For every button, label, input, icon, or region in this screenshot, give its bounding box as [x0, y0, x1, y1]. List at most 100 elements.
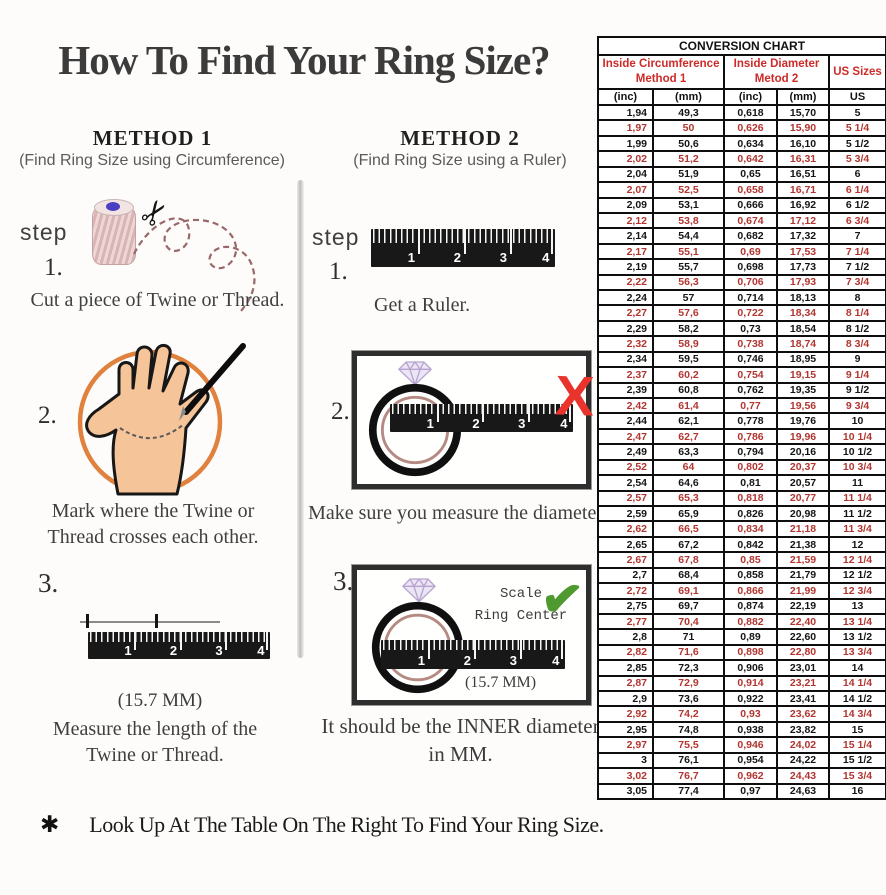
table-cell: 0,834: [723, 520, 778, 538]
table-cell: 16,31: [776, 150, 830, 168]
table-cell: 0,73: [723, 319, 778, 338]
table-cell: 13 3/4: [827, 643, 886, 662]
table-cell: 19,15: [776, 366, 830, 384]
table-row: 2,7 68,4 0,858 21,79 12 1/2: [597, 566, 886, 585]
table-cell: 2,44: [597, 412, 654, 430]
table-row: 3,02 76,7 0,962 24,43 15 3/4: [597, 767, 886, 785]
table-cell: 11: [827, 474, 886, 492]
table-cell: 0,738: [723, 335, 778, 353]
table-cell: 62,7: [652, 427, 725, 446]
table-cell: 18,74: [776, 335, 830, 353]
table-cell: 0,642: [723, 150, 778, 168]
table-cell: 15 1/2: [827, 751, 886, 770]
ruler-number: 1: [417, 652, 426, 668]
table-cell: 16,92: [776, 196, 830, 214]
table-cell: 14: [827, 659, 886, 677]
method-2-step-3-number: 3.: [333, 566, 354, 596]
table-cell: 58,2: [652, 319, 725, 338]
table-cell: 59,5: [652, 350, 725, 369]
table-cell: 55,1: [652, 242, 725, 261]
table-cell: 0,81: [723, 474, 778, 492]
table-cell: 21,79: [776, 566, 830, 585]
method-2-step-2-number: 2.: [331, 398, 350, 425]
table-cell: 2,85: [597, 659, 654, 677]
table-cell: 70,4: [652, 612, 725, 631]
table-units-row: (inc) (mm) (inc) (mm) US: [597, 88, 886, 106]
table-group-header-row: Inside Circumference Method 1 Inside Dia…: [597, 54, 886, 90]
table-cell: 17,53: [776, 242, 830, 261]
table-cell: 57,6: [652, 304, 725, 322]
table-cell: 0,85: [723, 551, 778, 569]
scale-note-line-2: Ring Center: [474, 607, 568, 624]
table-cell: 2,49: [597, 443, 654, 461]
table-row: 2,87 72,9 0,914 23,21 14 1/4: [597, 674, 886, 693]
table-cell: 69,7: [652, 597, 725, 615]
spool-hole: [106, 202, 120, 211]
table-row: 2,65 67,2 0,842 21,38 12: [597, 535, 886, 554]
table-cell: 71: [652, 628, 725, 646]
table-cell: 7: [827, 227, 886, 245]
unit-header: (inc): [597, 88, 654, 106]
table-cell: 5 1/4: [827, 119, 886, 137]
table-cell: 21,99: [776, 582, 830, 600]
table-cell: 72,9: [652, 674, 725, 693]
table-row: 3,05 77,4 0,97 24,63 16: [597, 782, 886, 801]
table-cell: 12 1/4: [827, 551, 886, 569]
table-cell: 2,59: [597, 504, 654, 523]
table-cell: 0,842: [723, 535, 778, 554]
table-cell: 73,6: [652, 690, 725, 708]
wrong-x-mark: X: [553, 363, 596, 428]
table-cell: 2,32: [597, 335, 654, 353]
correct-check-mark: ✔: [538, 568, 586, 630]
table-cell: 2,27: [597, 304, 654, 322]
table-cell: 77,4: [652, 782, 725, 801]
table-cell: 12 3/4: [827, 582, 886, 600]
table-cell: 63,3: [652, 443, 725, 461]
table-cell: 67,2: [652, 535, 725, 554]
table-cell: 10: [827, 412, 886, 430]
table-cell: 0,954: [723, 751, 778, 770]
table-cell: 2,97: [597, 736, 654, 754]
table-cell: 0,938: [723, 720, 778, 739]
table-cell: 24,22: [776, 751, 830, 770]
unit-header: (inc): [723, 88, 778, 106]
method-2-step-label: step: [312, 224, 360, 250]
table-cell: 1,99: [597, 134, 654, 153]
table-cell: 14 1/4: [827, 674, 886, 693]
table-cell: 0,706: [723, 273, 778, 292]
table-cell: 0,634: [723, 134, 778, 153]
table-cell: 17,32: [776, 227, 830, 245]
table-cell: 20,77: [776, 489, 830, 507]
table-cell: 12: [827, 535, 886, 554]
table-row: 2,59 65,9 0,826 20,98 11 1/2: [597, 504, 886, 523]
scale-note-line-1: Scale: [499, 586, 542, 602]
table-cell: 24,63: [776, 782, 830, 801]
table-cell: 2,62: [597, 520, 654, 538]
thread-mark-tick: [155, 614, 158, 628]
ruler-number: 3: [215, 642, 223, 658]
ruler-numbers: 1 2 3 4: [88, 632, 270, 659]
table-cell: 0,65: [723, 165, 778, 184]
table-cell: 9 3/4: [827, 396, 886, 415]
twine-spool-icon: [92, 199, 136, 265]
table-cell: 20,98: [776, 504, 830, 523]
table-title-row: CONVERSION CHART: [596, 36, 886, 56]
table-row: 2,09 53,1 0,666 16,92 6 1/2: [597, 196, 886, 214]
method-1-step-3-caption: Measure the length of the Twine or Threa…: [52, 718, 258, 766]
table-cell: 0,93: [723, 705, 778, 723]
table-cell: 18,54: [776, 319, 830, 338]
method-1-step-2-number: 2.: [38, 402, 57, 429]
table-cell: 3,05: [597, 782, 654, 801]
table-cell: 0,858: [723, 566, 778, 585]
table-cell: 7 3/4: [827, 273, 886, 292]
table-cell: 0,89: [723, 628, 778, 646]
unit-header: (mm): [652, 88, 725, 106]
table-cell: 8 1/2: [827, 319, 886, 338]
table-cell: 18,13: [776, 289, 830, 307]
table-cell: 66,5: [652, 520, 725, 538]
table-cell: 20,16: [776, 443, 830, 461]
table-cell: 21,59: [776, 551, 830, 569]
table-cell: 21,38: [776, 535, 830, 554]
table-row: 2,12 53,8 0,674 17,12 6 3/4: [597, 211, 886, 230]
table-cell: 10 1/2: [827, 443, 886, 461]
